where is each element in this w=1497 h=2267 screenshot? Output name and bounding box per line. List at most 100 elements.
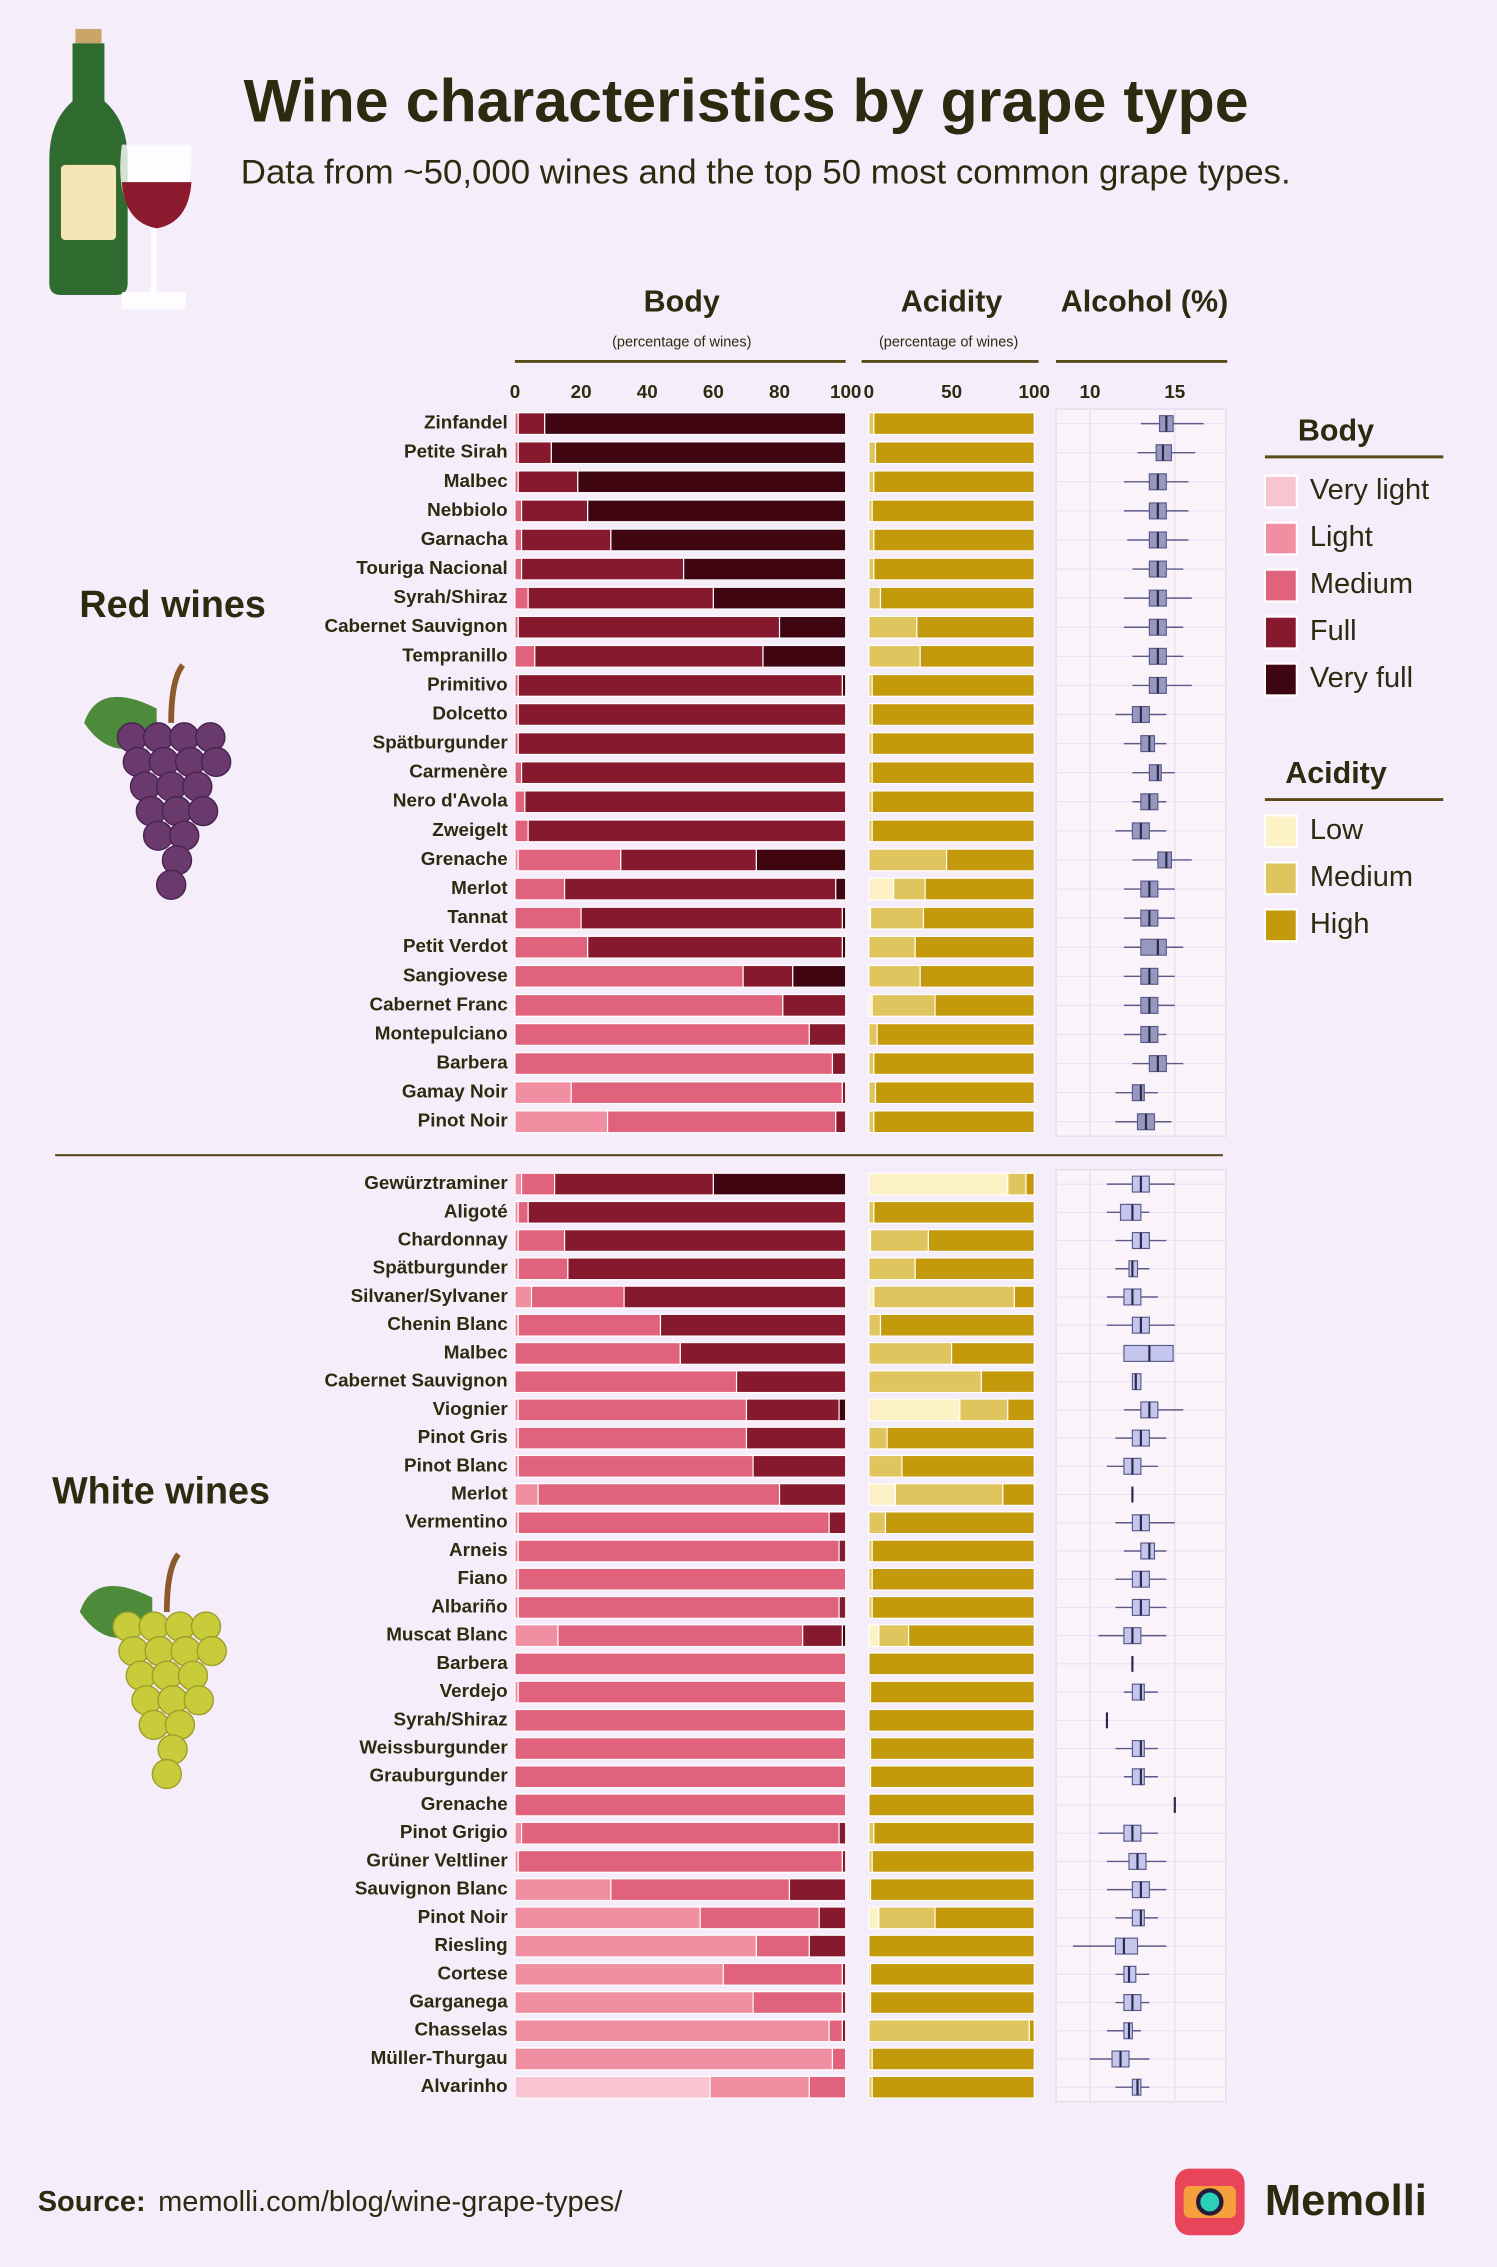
x-tick-label: 0 (864, 381, 874, 402)
box (1140, 938, 1167, 956)
row-label: Nebbiolo (427, 499, 508, 520)
body-segment (514, 557, 523, 581)
acidity-segment (868, 1257, 916, 1281)
acidity-segment (868, 1200, 875, 1224)
acidity-segment (871, 1596, 1035, 1619)
row-label: Barbera (436, 1052, 508, 1073)
legend-swatch (1263, 814, 1298, 849)
row-label: Zweigelt (432, 819, 508, 840)
box (1131, 1683, 1145, 1701)
acidity-segment (868, 935, 916, 959)
row-label: Syrah/Shiraz (394, 1708, 508, 1729)
body-segment (514, 819, 529, 843)
body-segment (620, 848, 757, 872)
body-segment (610, 528, 847, 552)
legend-swatch (1263, 861, 1298, 896)
acidity-segment (914, 1257, 1035, 1281)
x-tick-label: 10 (1079, 381, 1100, 402)
acidity-segment (868, 1426, 888, 1450)
body-segment (808, 1934, 847, 1958)
acidity-segment (874, 1081, 1035, 1105)
acidity-segment (868, 1342, 953, 1365)
acidity-segment (980, 1370, 1035, 1394)
body-segment (527, 586, 714, 610)
acidity-segment (868, 1172, 1009, 1196)
body-segment (745, 1426, 847, 1450)
acidity-segment (868, 1821, 875, 1845)
acidity-segment (873, 1285, 1016, 1309)
legend-label: High (1310, 908, 1370, 940)
body-segment (534, 644, 764, 668)
acidity-segment (873, 1821, 1035, 1845)
acidity-segment (868, 1398, 961, 1422)
body-segment (563, 1229, 847, 1252)
acidity-segment (916, 615, 1035, 639)
body-segment (580, 906, 843, 930)
acidity-segment (868, 2019, 1030, 2043)
body-segment (520, 499, 589, 523)
row-label: Garganega (409, 1991, 508, 2012)
row-label: Grenache (421, 1793, 508, 1814)
acidity-segment (868, 1023, 878, 1046)
row-label: Gewürztraminer (364, 1172, 508, 1193)
acidity-segment (1013, 1285, 1035, 1309)
row-label: Grauburgunder (370, 1765, 509, 1786)
acidity-segment (868, 1906, 880, 1930)
body-segment (517, 1426, 748, 1450)
panel-title: Alcohol (%) (1061, 285, 1229, 319)
body-segment (517, 1257, 569, 1281)
acidity-segment (893, 877, 926, 901)
body-segment (514, 1342, 681, 1365)
row-label: Pinot Noir (418, 1906, 509, 1927)
body-segment (818, 1906, 847, 1930)
body-segment (527, 1200, 847, 1224)
body-segment (520, 528, 612, 552)
body-segment (762, 644, 847, 668)
acidity-segment (871, 673, 1035, 697)
grape (155, 869, 187, 901)
row-label: Primitivo (427, 673, 508, 694)
body-segment (841, 1991, 847, 2014)
acidity-segment (873, 412, 1035, 436)
acidity-segment (868, 1313, 882, 1337)
acidity-segment (868, 1511, 887, 1535)
body-segment (514, 790, 526, 814)
body-segment (514, 1052, 834, 1076)
body-segment (514, 1765, 847, 1789)
row-label: Alvarinho (421, 2075, 508, 2096)
body-segment (828, 1511, 847, 1535)
acidity-segment (868, 470, 875, 494)
body-segment (778, 615, 847, 639)
acidity-segment (868, 557, 875, 581)
body-segment (659, 1313, 847, 1337)
body-segment (742, 964, 794, 988)
row-label: Pinot Grigio (400, 1821, 508, 1842)
acidity-segment (869, 1737, 1035, 1760)
stem (168, 663, 186, 723)
row-label: Sauvignon Blanc (355, 1878, 508, 1899)
body-segment (577, 470, 847, 494)
body-segment (520, 557, 685, 581)
legend-swatch (1263, 474, 1298, 509)
acidity-segment (869, 1765, 1035, 1789)
acidity-segment (873, 1200, 1035, 1224)
body-segment (567, 1257, 847, 1281)
body-segment (514, 1962, 724, 1986)
acidity-segment (878, 1906, 936, 1930)
acidity-segment (871, 1539, 1035, 1563)
acidity-segment (871, 499, 1035, 523)
box (1131, 1740, 1145, 1758)
body-segment (841, 1624, 847, 1648)
acidity-segment (946, 848, 1035, 872)
x-tick-label: 60 (703, 381, 724, 402)
acidity-segment (951, 1342, 1035, 1365)
acidity-segment (868, 1652, 1035, 1676)
body-segment (514, 1906, 701, 1930)
body-segment (517, 1229, 566, 1252)
body-segment (544, 412, 847, 436)
row-label: Merlot (451, 877, 508, 898)
acidity-segment (868, 441, 877, 465)
acidity-segment (868, 964, 921, 988)
legend-swatch (1263, 615, 1298, 650)
